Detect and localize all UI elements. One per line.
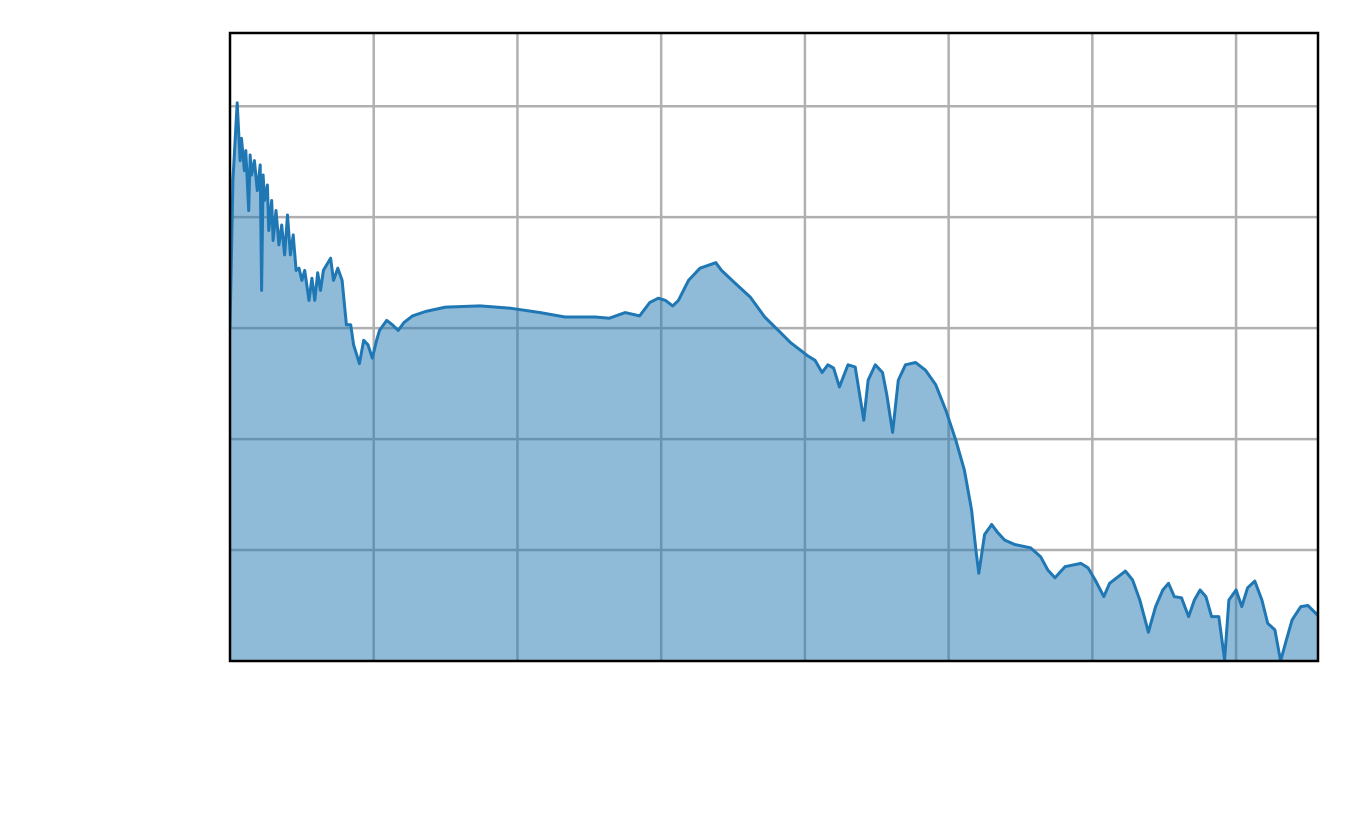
area-fill — [230, 102, 1318, 661]
line — [230, 101, 1318, 661]
plot-frame — [228, 31, 1320, 663]
